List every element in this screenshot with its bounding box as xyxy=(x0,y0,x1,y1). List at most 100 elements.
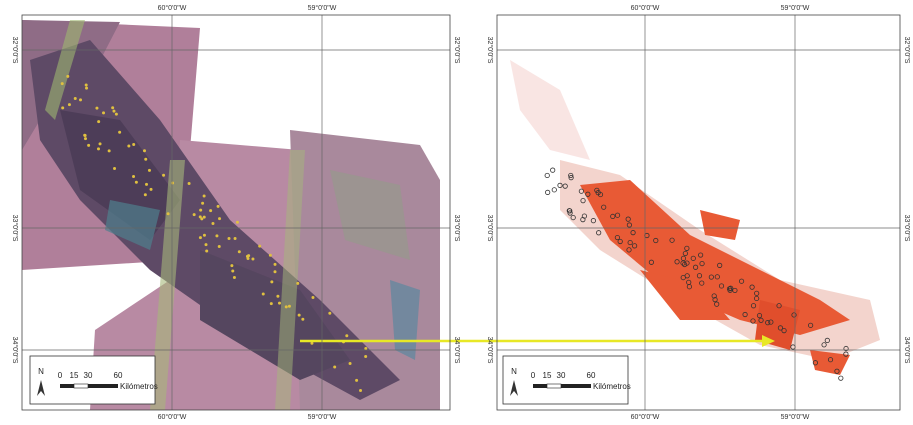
point xyxy=(359,389,362,392)
point xyxy=(193,213,196,216)
point xyxy=(230,264,233,267)
left-label: 34°0'0"S xyxy=(486,337,494,364)
point xyxy=(79,98,82,101)
point xyxy=(112,110,115,113)
left-label: 33°0'0"S xyxy=(11,215,19,242)
left-label: 32°0'0"S xyxy=(11,37,19,64)
bottom-label: 60°0'0"W xyxy=(631,413,660,421)
point xyxy=(83,134,86,137)
scale-tick: 30 xyxy=(557,371,566,380)
point xyxy=(201,202,204,205)
point xyxy=(188,182,191,185)
point xyxy=(99,142,102,145)
point xyxy=(301,318,304,321)
point xyxy=(211,222,214,225)
point xyxy=(231,269,234,272)
point xyxy=(115,113,118,116)
left-label: 32°0'0"S xyxy=(486,37,494,64)
point xyxy=(84,137,87,140)
point xyxy=(61,82,64,85)
point xyxy=(143,149,146,152)
point xyxy=(288,305,291,308)
point xyxy=(108,149,111,152)
point xyxy=(144,158,147,161)
point xyxy=(95,107,98,110)
top-label: 59°0'0"W xyxy=(781,4,810,12)
scale-unit: Kilómetros xyxy=(120,382,158,391)
right-label: 33°0'0"S xyxy=(453,215,461,242)
top-label: 60°0'0"W xyxy=(631,4,660,12)
point xyxy=(345,334,348,337)
point xyxy=(270,280,273,283)
scale-bar xyxy=(74,384,88,388)
point xyxy=(145,183,148,186)
point xyxy=(234,237,237,240)
point xyxy=(262,292,265,295)
point xyxy=(87,144,90,147)
point xyxy=(328,312,331,315)
figure: 60°0'0"W 59°0'0"W 60°0'0"W 59°0'0"W 32°0'0"S… xyxy=(0,0,913,425)
right-label: 33°0'0"S xyxy=(903,215,911,242)
top-label: 59°0'0"W xyxy=(308,4,337,12)
point xyxy=(238,250,241,253)
point xyxy=(132,143,135,146)
right-label: 34°0'0"S xyxy=(903,337,911,364)
point xyxy=(171,181,174,184)
scale-background xyxy=(503,356,628,404)
point xyxy=(162,174,165,177)
point xyxy=(150,188,153,191)
point xyxy=(203,195,206,198)
point xyxy=(144,193,147,196)
point xyxy=(68,103,71,106)
point xyxy=(205,249,208,252)
bottom-label: 59°0'0"W xyxy=(781,413,810,421)
top-label: 60°0'0"W xyxy=(158,4,187,12)
point xyxy=(199,236,202,239)
scale-bar xyxy=(60,384,118,388)
point xyxy=(113,167,116,170)
point xyxy=(246,257,249,260)
scale-unit: Kilómetros xyxy=(593,382,631,391)
point xyxy=(167,212,170,215)
point xyxy=(273,270,276,273)
point xyxy=(203,216,206,219)
point xyxy=(349,362,352,365)
scale-tick: 0 xyxy=(531,371,536,380)
point xyxy=(217,205,220,208)
point xyxy=(61,106,64,109)
point xyxy=(298,314,301,317)
point xyxy=(296,282,299,285)
scale-tick: 60 xyxy=(587,371,596,380)
point xyxy=(135,181,138,184)
scale-tick: 30 xyxy=(84,371,93,380)
point xyxy=(205,243,208,246)
scale-bar xyxy=(533,384,591,388)
satellite-mosaic xyxy=(22,15,450,410)
point xyxy=(251,257,254,260)
right-label: 34°0'0"S xyxy=(453,337,461,364)
point xyxy=(74,97,77,100)
point xyxy=(102,111,105,114)
scale-tick: 60 xyxy=(114,371,123,380)
point xyxy=(199,209,202,212)
point xyxy=(274,263,277,266)
point xyxy=(199,215,202,218)
point xyxy=(269,254,272,257)
point xyxy=(85,83,88,86)
point xyxy=(215,234,218,237)
north-label: N xyxy=(38,367,44,376)
point xyxy=(111,106,114,109)
left-label: 34°0'0"S xyxy=(11,337,19,364)
point xyxy=(97,147,100,150)
point xyxy=(218,245,221,248)
point xyxy=(209,209,212,212)
point xyxy=(355,379,358,382)
point xyxy=(278,302,281,305)
point xyxy=(97,120,100,123)
north-label: N xyxy=(511,367,517,376)
point xyxy=(311,296,314,299)
point xyxy=(66,75,69,78)
point xyxy=(233,276,236,279)
